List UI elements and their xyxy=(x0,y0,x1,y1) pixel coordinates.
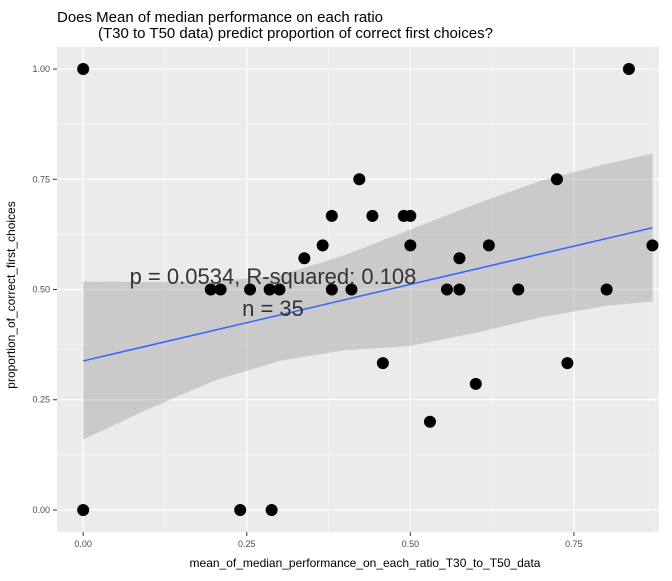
x-tick-label: 0.25 xyxy=(238,539,256,549)
n-annotation: n = 35 xyxy=(242,296,304,321)
data-point xyxy=(453,252,466,265)
data-point xyxy=(550,173,563,186)
data-point xyxy=(244,283,257,296)
data-point xyxy=(353,173,366,186)
data-point xyxy=(366,209,379,222)
data-point xyxy=(561,357,574,370)
y-tick-label: 0.75 xyxy=(32,174,50,184)
y-tick-label: 0.25 xyxy=(32,395,50,405)
data-point xyxy=(263,283,276,296)
data-point xyxy=(423,415,436,428)
x-tick-label: 0.50 xyxy=(402,539,420,549)
data-point xyxy=(325,209,338,222)
data-point xyxy=(622,63,635,76)
data-point xyxy=(325,283,338,296)
y-axis-ticks: 0.00 0.25 0.50 0.75 1.00 xyxy=(32,64,57,515)
data-point xyxy=(512,283,525,296)
y-tick-label: 0.50 xyxy=(32,285,50,295)
x-axis-label: mean_of_median_performance_on_each_ratio… xyxy=(190,556,541,570)
data-point xyxy=(273,283,286,296)
x-tick-label: 0.00 xyxy=(74,539,92,549)
data-point xyxy=(453,283,466,296)
x-tick-label: 0.75 xyxy=(565,539,583,549)
y-tick-label: 1.00 xyxy=(32,64,50,74)
data-point xyxy=(404,209,417,222)
data-point xyxy=(298,252,311,265)
data-point xyxy=(234,503,247,516)
regression-line xyxy=(83,227,653,362)
data-point xyxy=(482,239,495,252)
data-point xyxy=(265,503,278,516)
data-point xyxy=(600,283,613,296)
data-points xyxy=(77,63,659,516)
data-point xyxy=(77,503,90,516)
y-tick-label: 0.00 xyxy=(32,505,50,515)
chart-title-line1: Does Mean of median performance on each … xyxy=(57,9,383,26)
data-point xyxy=(376,357,389,370)
data-point xyxy=(469,377,482,390)
data-point xyxy=(646,239,659,252)
data-point xyxy=(404,239,417,252)
y-axis-label: proportion_of_correct_first_choices xyxy=(4,201,18,388)
data-point xyxy=(214,283,227,296)
chart-title-line2: (T30 to T50 data) predict proportion of … xyxy=(98,25,493,42)
confidence-band xyxy=(83,153,653,440)
data-point xyxy=(204,283,217,296)
stats-annotation: p = 0.0534, R-squared: 0.108 xyxy=(130,264,417,289)
data-point xyxy=(316,239,329,252)
data-point xyxy=(77,63,90,76)
x-axis-ticks: 0.00 0.25 0.50 0.75 xyxy=(74,532,583,549)
data-point xyxy=(440,283,453,296)
data-point xyxy=(345,283,358,296)
